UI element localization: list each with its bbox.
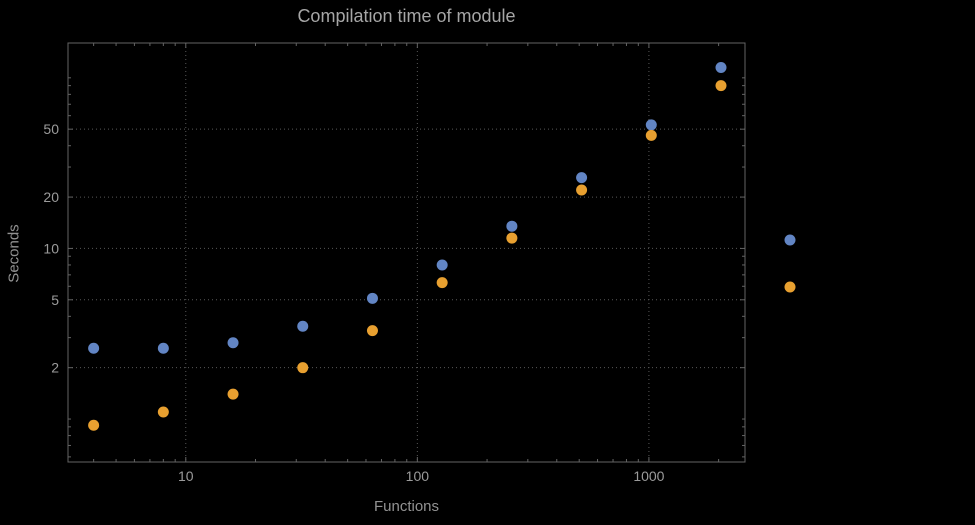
y-tick-label: 2: [51, 360, 59, 376]
data-point-series-blue: [576, 172, 588, 184]
data-point-series-orange: [227, 388, 239, 400]
data-point-series-blue: [436, 259, 448, 271]
data-point-series-blue: [227, 337, 239, 349]
data-point-series-blue: [506, 220, 518, 232]
data-point-series-orange: [297, 362, 309, 374]
y-tick-label: 10: [43, 240, 59, 256]
data-point-series-blue: [645, 119, 657, 131]
data-point-series-orange: [157, 406, 169, 418]
data-point-series-blue: [297, 320, 309, 332]
data-point-series-orange: [436, 277, 448, 289]
data-point-series-blue: [157, 342, 169, 354]
data-point-series-orange: [645, 129, 657, 141]
chart-title: Compilation time of module: [297, 6, 516, 26]
x-tick-label: 10: [178, 468, 194, 484]
data-point-series-blue: [715, 61, 727, 73]
data-point-series-orange: [576, 184, 588, 196]
x-axis-label: Functions: [373, 498, 440, 515]
y-tick-label: 50: [43, 121, 59, 137]
x-tick-label: 1000: [633, 468, 664, 484]
y-tick-label: 5: [51, 292, 59, 308]
legend-marker-orange: [784, 281, 796, 293]
data-point-series-orange: [506, 232, 518, 244]
data-point-series-blue: [88, 342, 100, 354]
legend-marker-blue: [784, 234, 796, 246]
data-point-series-orange: [88, 419, 100, 431]
y-tick-label: 20: [43, 189, 59, 205]
data-point-series-orange: [366, 325, 378, 337]
data-point-series-orange: [715, 80, 727, 92]
data-point-series-blue: [366, 292, 378, 304]
plot-frame: [67, 42, 746, 463]
x-tick-label: 100: [406, 468, 430, 484]
